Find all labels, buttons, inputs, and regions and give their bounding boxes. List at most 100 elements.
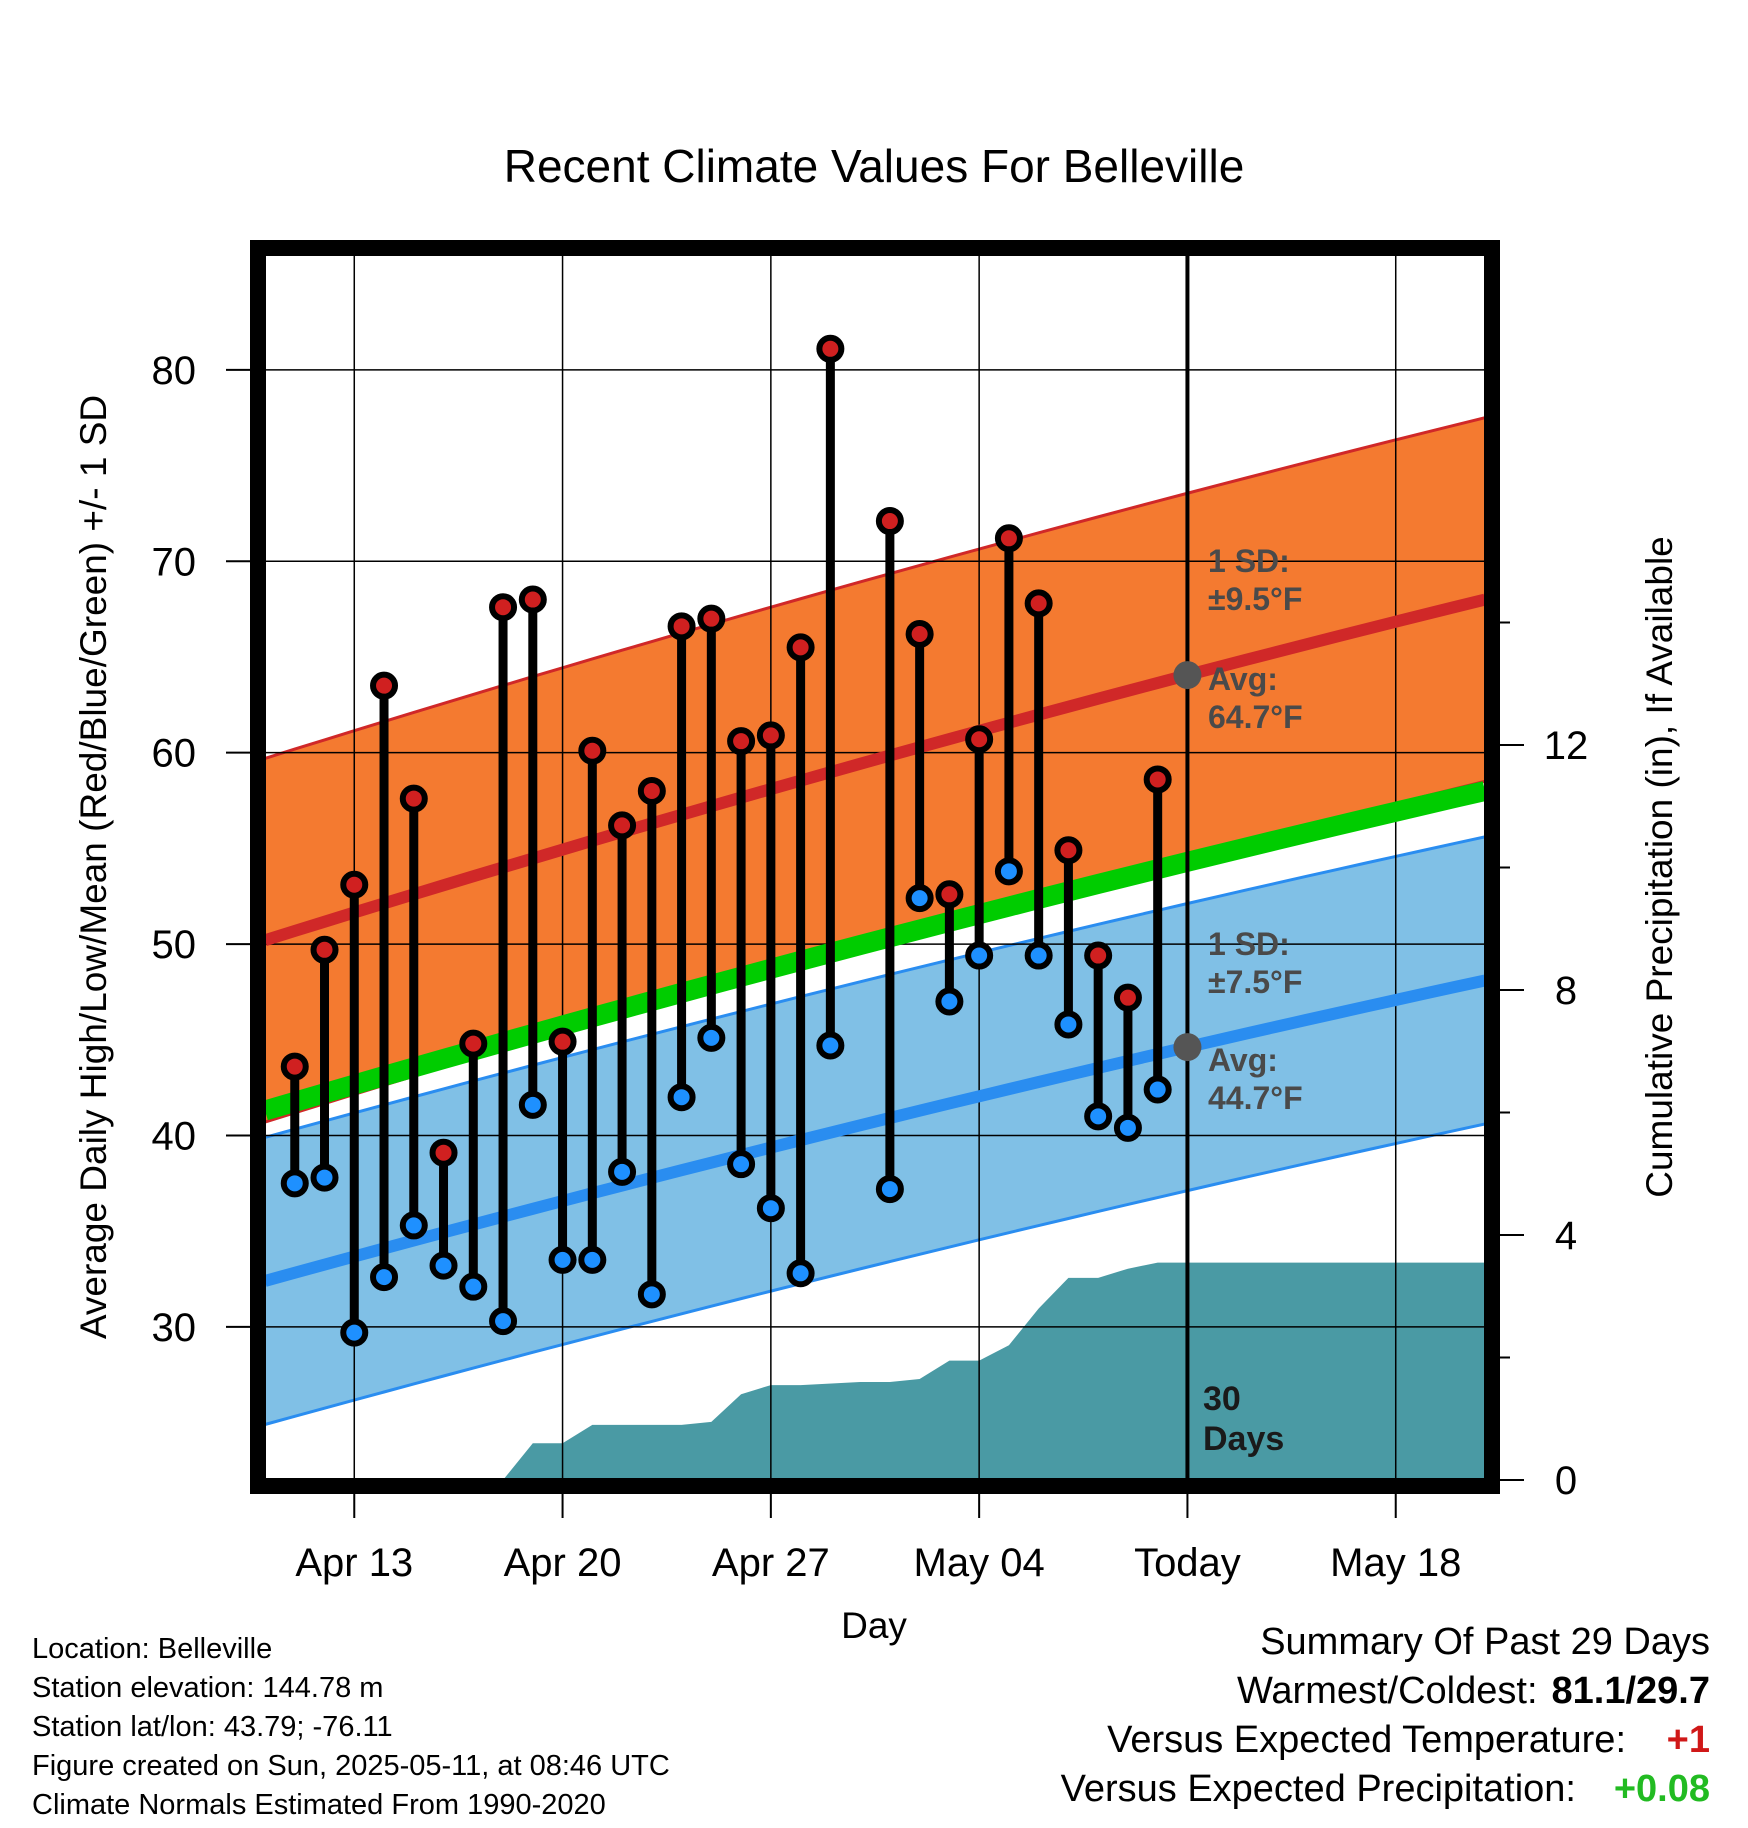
low-avg-line (265, 974, 1485, 1287)
y-tick-label: 80 (152, 349, 197, 393)
y-axis-label: Average Daily High/Low/Mean (Red/Blue/Gr… (73, 395, 114, 1339)
x-tick-label: May 04 (914, 1541, 1045, 1585)
low-sd-annotation: 1 SD: ±7.5°F (1208, 926, 1302, 1000)
daily-high-point (578, 736, 607, 765)
daily-low-point (816, 1031, 845, 1060)
daily-low-point (459, 1272, 488, 1301)
today-high-avg-dot (1173, 661, 1202, 690)
y2-tick-label: 8 (1555, 969, 1577, 1013)
daily-low-point (1113, 1113, 1142, 1142)
daily-high-point (994, 524, 1023, 553)
daily-low-point (489, 1307, 518, 1336)
normals-text: Climate Normals Estimated From 1990-2020 (32, 1789, 606, 1821)
precipitation-area (503, 1262, 1485, 1480)
daily-low-point (667, 1083, 696, 1112)
summary-panel: Summary Of Past 29 Days Warmest/Coldest:… (1061, 1618, 1710, 1814)
daily-low-point (905, 884, 934, 913)
summary-heading: Summary Of Past 29 Days (1260, 1621, 1710, 1663)
daily-ranges (280, 334, 1172, 1347)
window-days-annotation: 30 Days (1203, 1380, 1284, 1458)
low-sd-annotation-line: ±7.5°F (1208, 964, 1302, 1000)
plot-frame (250, 240, 1500, 1494)
warmest-coldest-row: Warmest/Coldest: 81.1/29.7 (1061, 1667, 1710, 1716)
daily-low-point (340, 1318, 369, 1347)
temp-value: +1 (1666, 1719, 1710, 1761)
station-info: Location: Belleville Station elevation: … (32, 1630, 670, 1825)
daily-high-point (965, 725, 994, 754)
x-axis-label: Day (841, 1605, 907, 1646)
daily-high-point (786, 633, 815, 662)
daily-high-point (727, 727, 756, 756)
daily-low-point (756, 1194, 785, 1223)
axes: 30 40 50 60 70 80 0 4 8 12 Apr 13 Apr 20 Apr 27 May 0… (152, 349, 1589, 1585)
y2-axis-label: Cumulative Precipitation (in), If Availa… (1639, 536, 1680, 1198)
daily-high-point (1084, 941, 1113, 970)
y-tick-label: 50 (152, 923, 197, 967)
daily-low-point (1054, 1010, 1083, 1039)
daily-high-point (399, 784, 428, 813)
daily-high-point (667, 612, 696, 641)
temp-row: Versus Expected Temperature: +1 (1061, 1716, 1710, 1765)
daily-low-point (637, 1280, 666, 1309)
low-avg-annotation-line: Avg: (1208, 1042, 1278, 1078)
today-low-avg-dot (1173, 1033, 1202, 1062)
x-tick-label: Apr 20 (504, 1541, 622, 1585)
warmest-label: Warmest/Coldest: (1236, 1670, 1538, 1712)
daily-high-point (637, 776, 666, 805)
daily-low-point (786, 1259, 815, 1288)
daily-high-point (370, 671, 399, 700)
y-tick-label: 30 (152, 1306, 197, 1350)
daily-low-point (429, 1251, 458, 1280)
high-avg-line (265, 593, 1485, 946)
daily-low-point (518, 1090, 547, 1119)
daily-low-point (1024, 941, 1053, 970)
low-avg-annotation: Avg: 44.7°F (1208, 1042, 1303, 1116)
chart-title: Recent Climate Values For Belleville (504, 140, 1245, 192)
y2-tick-label: 0 (1555, 1459, 1577, 1503)
low-avg-annotation-line: 44.7°F (1208, 1080, 1303, 1116)
daily-high-point (1054, 836, 1083, 865)
daily-high-point (518, 585, 547, 614)
warmest-value: 81.1/29.7 (1551, 1670, 1710, 1712)
low-sd-band (265, 836, 1485, 1425)
daily-low-point (875, 1175, 904, 1204)
window-days-line: Days (1203, 1420, 1284, 1458)
created-text: Figure created on Sun, 2025-05-11, at 08… (32, 1750, 670, 1782)
daily-high-point (1143, 765, 1172, 794)
latlon-text: Station lat/lon: 43.79; -76.11 (32, 1711, 393, 1743)
low-sd-band-upper-edge (265, 835, 1485, 1139)
daily-low-point (1084, 1102, 1113, 1131)
daily-high-point (697, 604, 726, 633)
daily-low-point (935, 987, 964, 1016)
precip-row: Versus Expected Precipitation: +0.08 (1061, 1765, 1710, 1814)
daily-high-point (935, 880, 964, 909)
daily-low-point (578, 1245, 607, 1274)
normals-bands (265, 416, 1485, 1426)
high-avg-annotation-line: 64.7°F (1208, 699, 1303, 735)
high-avg-annotation: Avg: 64.7°F (1208, 661, 1303, 735)
daily-low-point (280, 1169, 309, 1198)
daily-high-point (1113, 983, 1142, 1012)
daily-high-point (459, 1029, 488, 1058)
x-tick-label: Today (1134, 1541, 1241, 1585)
daily-high-point (280, 1052, 309, 1081)
daily-high-point (875, 507, 904, 536)
high-sd-annotation-line: ±9.5°F (1208, 581, 1302, 617)
daily-high-point (816, 334, 845, 363)
x-tick-label: May 18 (1330, 1541, 1461, 1585)
high-sd-band (265, 417, 1485, 1123)
daily-low-point (548, 1245, 577, 1274)
y2-tick-label: 4 (1555, 1214, 1577, 1258)
high-sd-band-upper-edge (265, 416, 1485, 760)
today-line (1173, 255, 1202, 1480)
y2-tick-label: 12 (1544, 724, 1589, 768)
daily-high-point (905, 619, 934, 648)
daily-low-point (1143, 1075, 1172, 1104)
daily-low-point (608, 1157, 637, 1186)
x-tick-label: Apr 27 (712, 1541, 830, 1585)
precip-value: +0.08 (1613, 1768, 1710, 1810)
window-days-line: 30 (1203, 1380, 1241, 1418)
daily-low-point (370, 1263, 399, 1292)
daily-high-point (489, 593, 518, 622)
